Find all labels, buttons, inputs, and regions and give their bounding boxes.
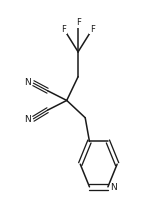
Text: F: F [61, 25, 66, 34]
Text: N: N [24, 115, 31, 124]
Text: F: F [90, 25, 95, 34]
Text: N: N [24, 78, 31, 87]
Text: F: F [76, 18, 81, 27]
Text: N: N [110, 183, 117, 192]
